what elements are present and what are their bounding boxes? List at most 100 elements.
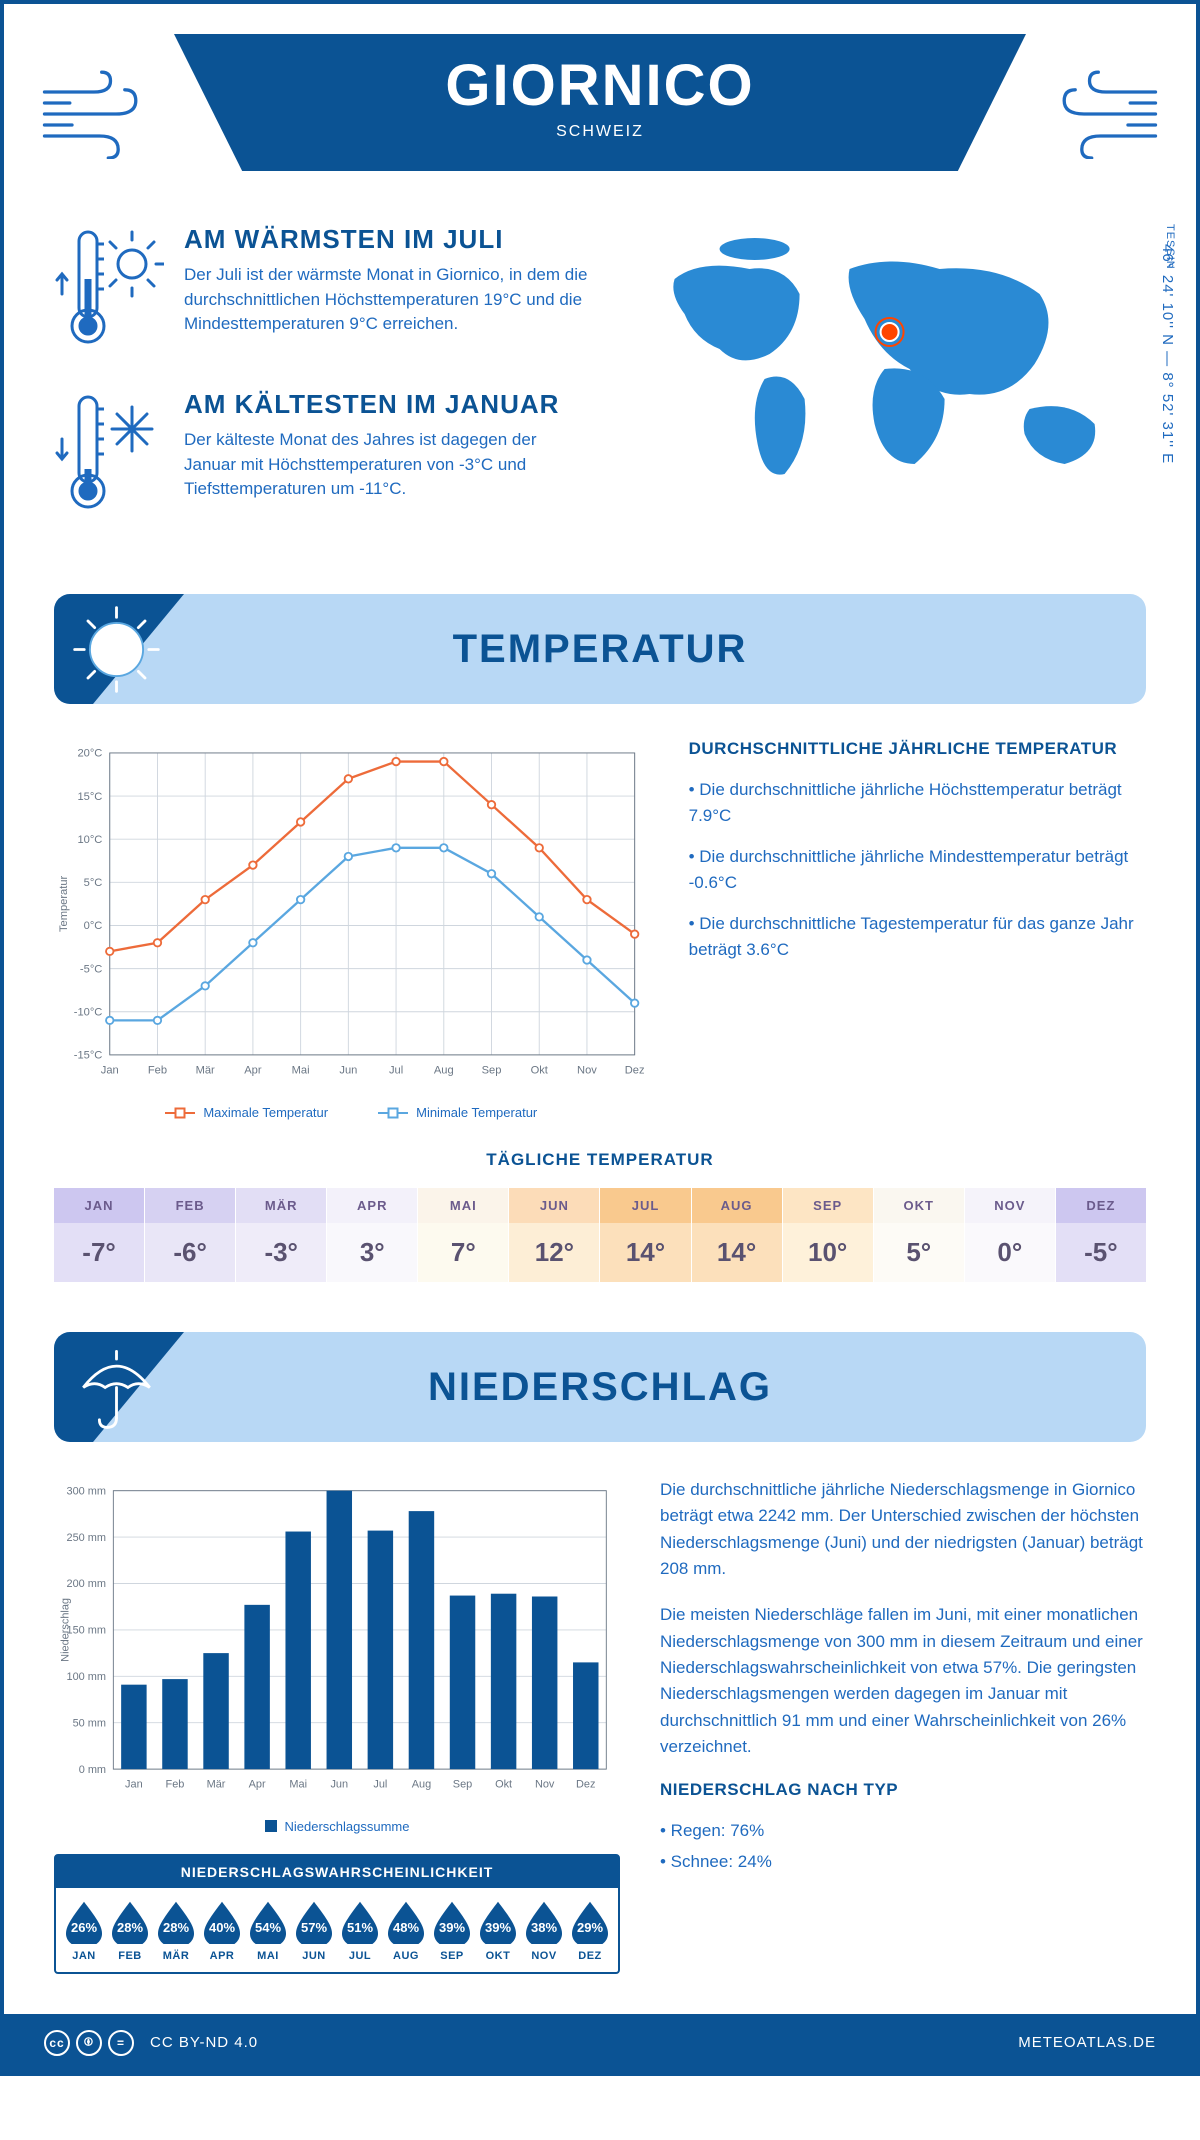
svg-text:Sep: Sep — [482, 1064, 502, 1076]
svg-text:Jan: Jan — [125, 1778, 143, 1790]
wind-icon-right — [1051, 69, 1161, 159]
temp-legend: Maximale Temperatur Minimale Temperatur — [54, 1105, 649, 1120]
prob-cell: 48%AUG — [384, 1900, 428, 1962]
thermometer-sun-icon — [54, 224, 164, 359]
header-row: GIORNICO SCHWEIZ — [4, 34, 1196, 194]
svg-text:Jul: Jul — [373, 1778, 387, 1790]
title-banner: GIORNICO SCHWEIZ — [174, 34, 1026, 171]
daily-temp-heading: TÄGLICHE TEMPERATUR — [54, 1150, 1146, 1170]
svg-text:Jul: Jul — [389, 1064, 403, 1076]
svg-text:10°C: 10°C — [77, 834, 102, 846]
wind-icon-left — [39, 69, 149, 159]
svg-text:Sep: Sep — [453, 1778, 472, 1790]
daily-cell: APR3° — [327, 1188, 418, 1282]
svg-text:Mär: Mär — [196, 1064, 215, 1076]
legend-min-label: Minimale Temperatur — [416, 1105, 537, 1120]
svg-text:150 mm: 150 mm — [67, 1625, 107, 1637]
daily-cell: AUG14° — [692, 1188, 783, 1282]
svg-text:Nov: Nov — [535, 1778, 555, 1790]
city-title: GIORNICO — [174, 52, 1026, 119]
svg-text:Temperatur: Temperatur — [58, 875, 70, 932]
daily-cell: JUL14° — [600, 1188, 691, 1282]
daily-cell: OKT5° — [874, 1188, 965, 1282]
prob-cell: 39%SEP — [430, 1900, 474, 1962]
fact-warmest: AM WÄRMSTEN IM JULI Der Juli ist der wär… — [54, 224, 593, 359]
section-bar-temperature: TEMPERATUR — [54, 594, 1146, 704]
svg-text:Jan: Jan — [101, 1064, 119, 1076]
precip-type-heading: NIEDERSCHLAG NACH TYP — [660, 1780, 1146, 1800]
svg-text:Feb: Feb — [166, 1778, 185, 1790]
svg-text:Aug: Aug — [412, 1778, 431, 1790]
daily-cell: FEB-6° — [145, 1188, 236, 1282]
coordinates-label: 46° 24' 10'' N — 8° 52' 31'' E — [1159, 244, 1176, 464]
svg-text:Feb: Feb — [148, 1064, 167, 1076]
svg-text:5°C: 5°C — [84, 877, 103, 889]
nd-icon: = — [108, 2030, 134, 2056]
daily-temp-table: JAN-7°FEB-6°MÄR-3°APR3°MAI7°JUN12°JUL14°… — [54, 1188, 1146, 1282]
svg-text:100 mm: 100 mm — [67, 1671, 107, 1683]
prob-cell: 51%JUL — [338, 1900, 382, 1962]
temp-stat-1: • Die durchschnittliche jährliche Höchst… — [689, 777, 1146, 828]
precip-type-snow: • Schnee: 24% — [660, 1849, 1146, 1875]
svg-text:0°C: 0°C — [84, 920, 103, 932]
svg-text:Jun: Jun — [330, 1778, 348, 1790]
country-subtitle: SCHWEIZ — [174, 123, 1026, 141]
prob-cell: 39%OKT — [476, 1900, 520, 1962]
svg-text:Okt: Okt — [531, 1064, 549, 1076]
prob-cell: 38%NOV — [522, 1900, 566, 1962]
prob-cell: 40%APR — [200, 1900, 244, 1962]
cc-icon: cc — [44, 2030, 70, 2056]
prob-cell: 26%JAN — [62, 1900, 106, 1962]
world-map-block: TESSIN 46° 24' 10'' N — 8° 52' 31'' E — [633, 224, 1146, 554]
fact-coldest: AM KÄLTESTEN IM JANUAR Der kälteste Mona… — [54, 389, 593, 524]
prob-cell: 29%DEZ — [568, 1900, 612, 1962]
svg-text:Jun: Jun — [339, 1064, 357, 1076]
svg-text:15°C: 15°C — [77, 791, 102, 803]
license-text: CC BY-ND 4.0 — [150, 2034, 258, 2051]
svg-text:200 mm: 200 mm — [67, 1578, 107, 1590]
site-credit: METEOATLAS.DE — [1018, 2034, 1156, 2051]
svg-text:0 mm: 0 mm — [79, 1764, 106, 1776]
precip-legend-label: Niederschlagssumme — [285, 1819, 410, 1834]
svg-text:Mai: Mai — [292, 1064, 310, 1076]
svg-text:Nov: Nov — [577, 1064, 597, 1076]
precip-type-rain: • Regen: 76% — [660, 1818, 1146, 1844]
section-bar-precipitation: NIEDERSCHLAG — [54, 1332, 1146, 1442]
infographic-container: GIORNICO SCHWEIZ — [0, 0, 1200, 2076]
umbrella-icon — [69, 1340, 164, 1435]
climate-facts: AM WÄRMSTEN IM JULI Der Juli ist der wär… — [54, 224, 593, 554]
svg-text:Dez: Dez — [576, 1778, 595, 1790]
svg-text:Mär: Mär — [207, 1778, 226, 1790]
thermometer-snow-icon — [54, 389, 164, 524]
daily-cell: NOV0° — [965, 1188, 1056, 1282]
daily-cell: MÄR-3° — [236, 1188, 327, 1282]
by-icon: 🅯 — [76, 2030, 102, 2056]
temperature-stats: DURCHSCHNITTLICHE JÄHRLICHE TEMPERATUR •… — [689, 739, 1146, 1120]
prob-cell: 54%MAI — [246, 1900, 290, 1962]
svg-text:Niederschlag: Niederschlag — [60, 1598, 72, 1662]
svg-text:-15°C: -15°C — [74, 1050, 103, 1062]
svg-text:Okt: Okt — [495, 1778, 512, 1790]
precip-para-2: Die meisten Niederschläge fallen im Juni… — [660, 1602, 1146, 1760]
legend-max-label: Maximale Temperatur — [203, 1105, 328, 1120]
svg-text:Apr: Apr — [244, 1064, 262, 1076]
daily-cell: SEP10° — [783, 1188, 874, 1282]
svg-text:50 mm: 50 mm — [73, 1717, 106, 1729]
fact-warm-heading: AM WÄRMSTEN IM JULI — [184, 224, 593, 255]
svg-text:20°C: 20°C — [77, 748, 102, 760]
svg-text:250 mm: 250 mm — [67, 1532, 107, 1544]
svg-text:Mai: Mai — [289, 1778, 307, 1790]
temp-stat-3: • Die durchschnittliche Tagestemperatur … — [689, 911, 1146, 962]
precip-para-1: Die durchschnittliche jährliche Niedersc… — [660, 1477, 1146, 1582]
prob-cell: 28%FEB — [108, 1900, 152, 1962]
precipitation-bar-chart: 0 mm 50 mm 100 mm 150 mm 200 mm 250 mm 300 mm N… — [54, 1477, 620, 1834]
temp-stats-heading: DURCHSCHNITTLICHE JÄHRLICHE TEMPERATUR — [689, 739, 1146, 759]
daily-cell: JAN-7° — [54, 1188, 145, 1282]
temp-stat-2: • Die durchschnittliche jährliche Mindes… — [689, 844, 1146, 895]
fact-warm-text: Der Juli ist der wärmste Monat in Giorni… — [184, 263, 593, 337]
svg-text:300 mm: 300 mm — [67, 1485, 107, 1497]
daily-cell: DEZ-5° — [1056, 1188, 1146, 1282]
prob-heading: NIEDERSCHLAGSWAHRSCHEINLICHKEIT — [56, 1856, 618, 1888]
section-title-temp: TEMPERATUR — [54, 627, 1146, 672]
daily-cell: MAI7° — [418, 1188, 509, 1282]
